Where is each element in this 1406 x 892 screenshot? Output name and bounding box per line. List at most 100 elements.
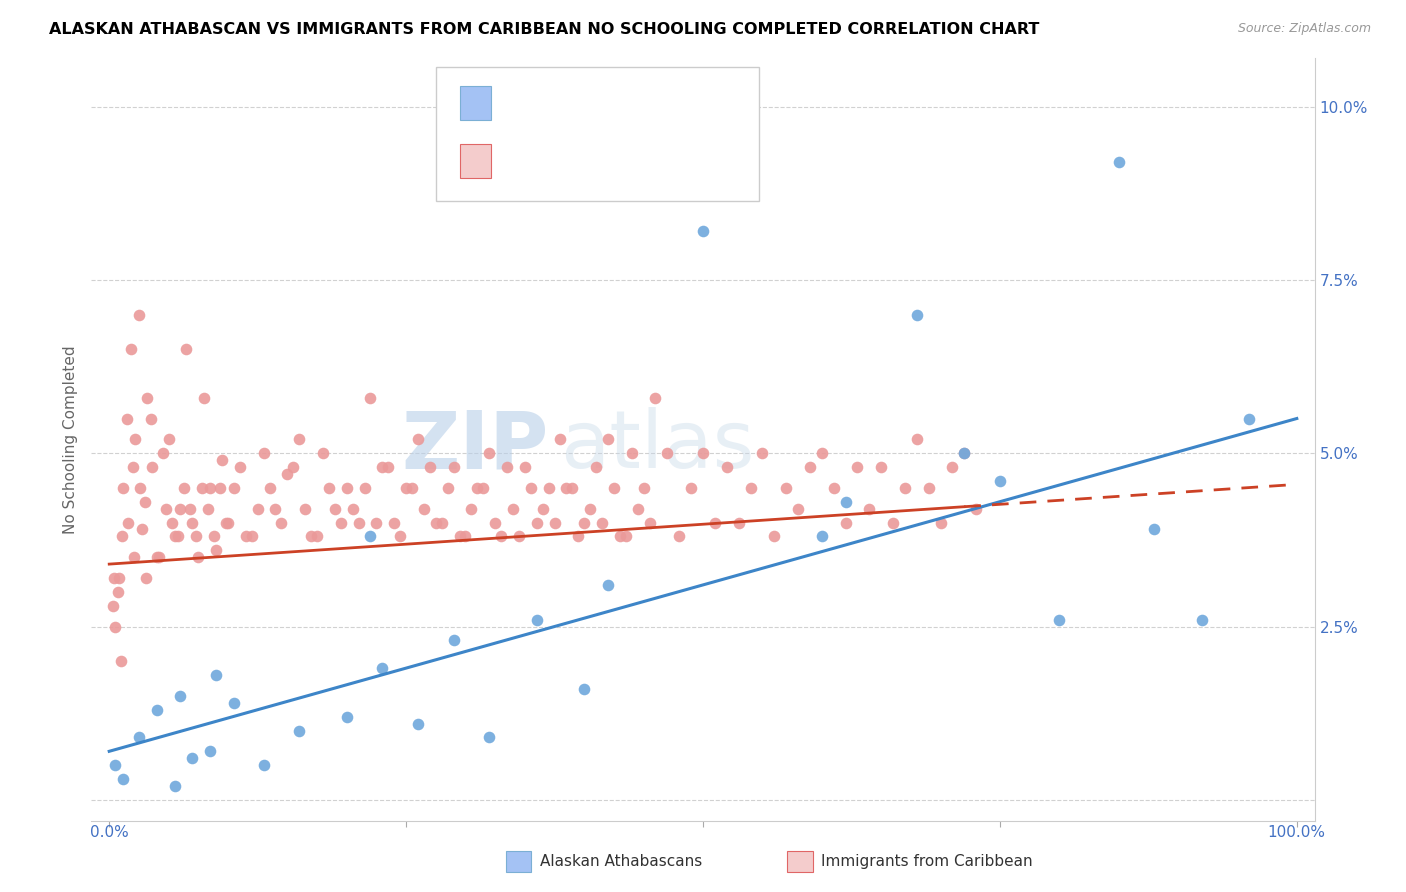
Point bbox=[810, 446, 832, 460]
Point bbox=[240, 529, 263, 543]
Point bbox=[430, 516, 453, 530]
Point bbox=[179, 501, 201, 516]
Text: 0.0%: 0.0% bbox=[90, 825, 128, 840]
Point bbox=[124, 432, 146, 446]
Point bbox=[905, 432, 928, 446]
Point bbox=[574, 681, 596, 696]
Point bbox=[1239, 411, 1261, 425]
Point bbox=[252, 758, 274, 772]
Point bbox=[371, 661, 394, 675]
Point bbox=[823, 481, 845, 495]
Point bbox=[382, 516, 405, 530]
Point bbox=[353, 481, 375, 495]
Point bbox=[627, 501, 650, 516]
Point bbox=[323, 501, 346, 516]
Point bbox=[104, 758, 127, 772]
Point bbox=[120, 342, 142, 356]
Point bbox=[703, 516, 725, 530]
Point bbox=[312, 446, 335, 460]
Point bbox=[638, 516, 661, 530]
Point bbox=[502, 501, 524, 516]
Text: R = 0.167: R = 0.167 bbox=[505, 153, 581, 169]
Point bbox=[205, 543, 228, 558]
Point bbox=[134, 494, 156, 508]
Point bbox=[139, 411, 162, 425]
Point bbox=[799, 460, 821, 475]
Point bbox=[596, 432, 619, 446]
Point bbox=[197, 501, 219, 516]
Point bbox=[449, 529, 471, 543]
Point bbox=[716, 460, 738, 475]
Point bbox=[217, 516, 239, 530]
Point bbox=[152, 446, 174, 460]
Point bbox=[591, 516, 613, 530]
Point bbox=[222, 696, 245, 710]
Point bbox=[681, 481, 703, 495]
Point bbox=[443, 633, 465, 648]
Point bbox=[371, 460, 394, 475]
Point bbox=[531, 501, 554, 516]
Point bbox=[173, 481, 195, 495]
Text: atlas: atlas bbox=[561, 408, 755, 485]
Point bbox=[246, 501, 269, 516]
Point bbox=[478, 446, 501, 460]
Point bbox=[112, 772, 135, 786]
Point bbox=[550, 432, 572, 446]
Point bbox=[574, 516, 596, 530]
Point bbox=[1143, 523, 1166, 537]
Point bbox=[167, 529, 190, 543]
Point bbox=[775, 481, 797, 495]
Point bbox=[917, 481, 939, 495]
Point bbox=[111, 529, 134, 543]
Point bbox=[834, 494, 856, 508]
Point bbox=[103, 571, 125, 585]
Point bbox=[988, 474, 1011, 488]
Point bbox=[107, 585, 129, 599]
Point bbox=[283, 460, 305, 475]
Point bbox=[198, 481, 221, 495]
Text: N =: N = bbox=[610, 95, 644, 111]
Point bbox=[478, 731, 501, 745]
Text: Source: ZipAtlas.com: Source: ZipAtlas.com bbox=[1237, 22, 1371, 36]
Point bbox=[443, 460, 465, 475]
Point bbox=[389, 529, 412, 543]
Point bbox=[406, 432, 429, 446]
Point bbox=[117, 516, 139, 530]
Point bbox=[276, 467, 298, 481]
Point bbox=[419, 460, 441, 475]
Point bbox=[259, 481, 281, 495]
Point bbox=[882, 516, 904, 530]
Point bbox=[467, 481, 489, 495]
Point bbox=[342, 501, 364, 516]
Text: 100.0%: 100.0% bbox=[1268, 825, 1326, 840]
Point bbox=[288, 723, 311, 738]
Point bbox=[336, 709, 359, 723]
Point bbox=[810, 529, 832, 543]
Point bbox=[112, 481, 135, 495]
Point bbox=[157, 432, 180, 446]
Point bbox=[211, 453, 233, 467]
Point bbox=[145, 550, 167, 565]
Y-axis label: No Schooling Completed: No Schooling Completed bbox=[62, 345, 77, 533]
Text: Alaskan Athabascans: Alaskan Athabascans bbox=[540, 855, 702, 869]
Point bbox=[359, 391, 381, 405]
Point bbox=[858, 501, 880, 516]
Point bbox=[620, 446, 643, 460]
Point bbox=[187, 550, 209, 565]
Point bbox=[366, 516, 388, 530]
Point bbox=[181, 516, 204, 530]
Point bbox=[128, 308, 150, 322]
Point bbox=[413, 501, 436, 516]
Point bbox=[929, 516, 952, 530]
Point bbox=[135, 571, 157, 585]
Point bbox=[953, 446, 976, 460]
Point bbox=[160, 516, 183, 530]
Point bbox=[288, 432, 311, 446]
Point bbox=[235, 529, 257, 543]
Point bbox=[472, 481, 495, 495]
Point bbox=[537, 481, 560, 495]
Point bbox=[270, 516, 292, 530]
Point bbox=[609, 529, 631, 543]
Point bbox=[163, 779, 186, 793]
Point bbox=[585, 460, 607, 475]
